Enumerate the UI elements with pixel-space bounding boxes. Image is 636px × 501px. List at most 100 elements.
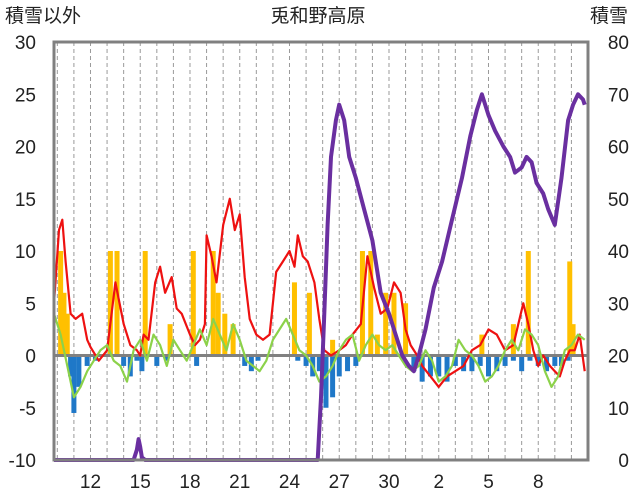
bar — [527, 355, 533, 361]
x-tick-label: 2 — [433, 472, 444, 493]
x-tick-label: 15 — [130, 472, 151, 493]
bar — [336, 355, 342, 377]
left-tick-label: 15 — [15, 190, 36, 211]
bar — [374, 334, 380, 356]
bar — [552, 355, 558, 366]
left-tick-label: 25 — [15, 85, 36, 106]
bar — [291, 282, 297, 356]
bar — [210, 251, 216, 356]
bar — [215, 292, 221, 356]
chart-title: 兎和野高原 — [270, 5, 365, 27]
bar — [58, 251, 64, 356]
x-tick-label: 18 — [179, 472, 200, 493]
series-line — [54, 92, 587, 462]
bar — [436, 355, 442, 377]
right-tick-label: 40 — [608, 242, 629, 263]
left-tick-label: 10 — [15, 242, 36, 263]
bar — [134, 355, 140, 361]
bar — [535, 355, 541, 366]
bar — [510, 355, 516, 361]
bar — [71, 355, 77, 413]
left-tick-label: 20 — [15, 138, 36, 159]
bar — [194, 355, 200, 366]
bar — [461, 355, 467, 372]
bar — [565, 355, 571, 361]
left-tick-labels: 30 25 20 15 10 5 0 -5 -10 — [9, 33, 36, 472]
bar — [139, 355, 145, 372]
bar — [494, 355, 500, 372]
right-tick-label: 20 — [608, 347, 629, 368]
bar — [323, 355, 329, 408]
bar — [477, 355, 483, 366]
bar — [142, 251, 148, 356]
bar — [567, 261, 573, 356]
bar — [64, 313, 70, 356]
left-tick-label: -5 — [19, 399, 36, 420]
bar — [114, 251, 120, 356]
x-tick-label: 30 — [378, 472, 399, 493]
right-tick-labels: 80 70 60 50 40 30 20 10 0 — [608, 33, 629, 472]
x-tick-labels: 12 15 18 21 24 27 30 2 5 8 — [80, 472, 544, 493]
bar — [330, 355, 336, 398]
right-tick-label: 30 — [608, 294, 629, 315]
bar — [383, 292, 389, 356]
bar — [444, 355, 450, 382]
bar — [345, 355, 351, 372]
x-tick-label: 27 — [329, 472, 350, 493]
bar — [330, 339, 336, 356]
left-tick-label: 30 — [15, 33, 36, 54]
bar — [485, 355, 491, 377]
bar — [570, 324, 576, 356]
plot-frame — [52, 40, 590, 462]
bar — [222, 313, 228, 356]
bar — [502, 355, 508, 366]
bar — [303, 355, 309, 366]
right-tick-label: 80 — [608, 33, 629, 54]
x-tick-label: 21 — [229, 472, 250, 493]
right-axis-label: 積雪 — [590, 5, 628, 27]
bar — [525, 251, 531, 356]
left-tick-label: 0 — [25, 347, 36, 368]
bar — [295, 355, 301, 361]
bar — [469, 355, 475, 372]
bar — [353, 355, 359, 366]
bar — [452, 355, 458, 366]
bar — [164, 355, 170, 361]
bar — [544, 355, 550, 372]
right-tick-label: 50 — [608, 190, 629, 211]
bar — [190, 251, 196, 356]
bar — [368, 251, 374, 356]
left-tick-label: 5 — [25, 294, 36, 315]
right-tick-label: 70 — [608, 85, 629, 106]
bar — [61, 292, 67, 356]
bar — [242, 355, 248, 366]
left-axis-label: 積雪以外 — [5, 5, 81, 27]
right-tick-label: 10 — [608, 399, 629, 420]
left-tick-label: -10 — [9, 451, 36, 472]
lines — [52, 92, 587, 462]
bar — [68, 355, 74, 377]
series-line — [52, 313, 586, 399]
x-tick-label: 12 — [80, 472, 101, 493]
bar — [84, 355, 90, 366]
bar — [411, 355, 417, 372]
bar — [76, 355, 82, 387]
x-tick-label: 8 — [533, 472, 544, 493]
x-tick-label: 5 — [483, 472, 494, 493]
right-tick-label: 60 — [608, 138, 629, 159]
bar — [107, 251, 113, 356]
bar — [316, 355, 322, 372]
bar — [519, 355, 525, 372]
bar — [427, 355, 433, 377]
bar — [121, 355, 127, 366]
bar — [306, 292, 312, 356]
bar — [510, 324, 516, 356]
right-tick-label: 0 — [618, 451, 629, 472]
bar — [419, 355, 425, 382]
bar — [154, 355, 160, 366]
bar — [167, 324, 173, 356]
bar — [479, 334, 485, 356]
bar — [255, 355, 261, 361]
bar — [230, 324, 236, 356]
